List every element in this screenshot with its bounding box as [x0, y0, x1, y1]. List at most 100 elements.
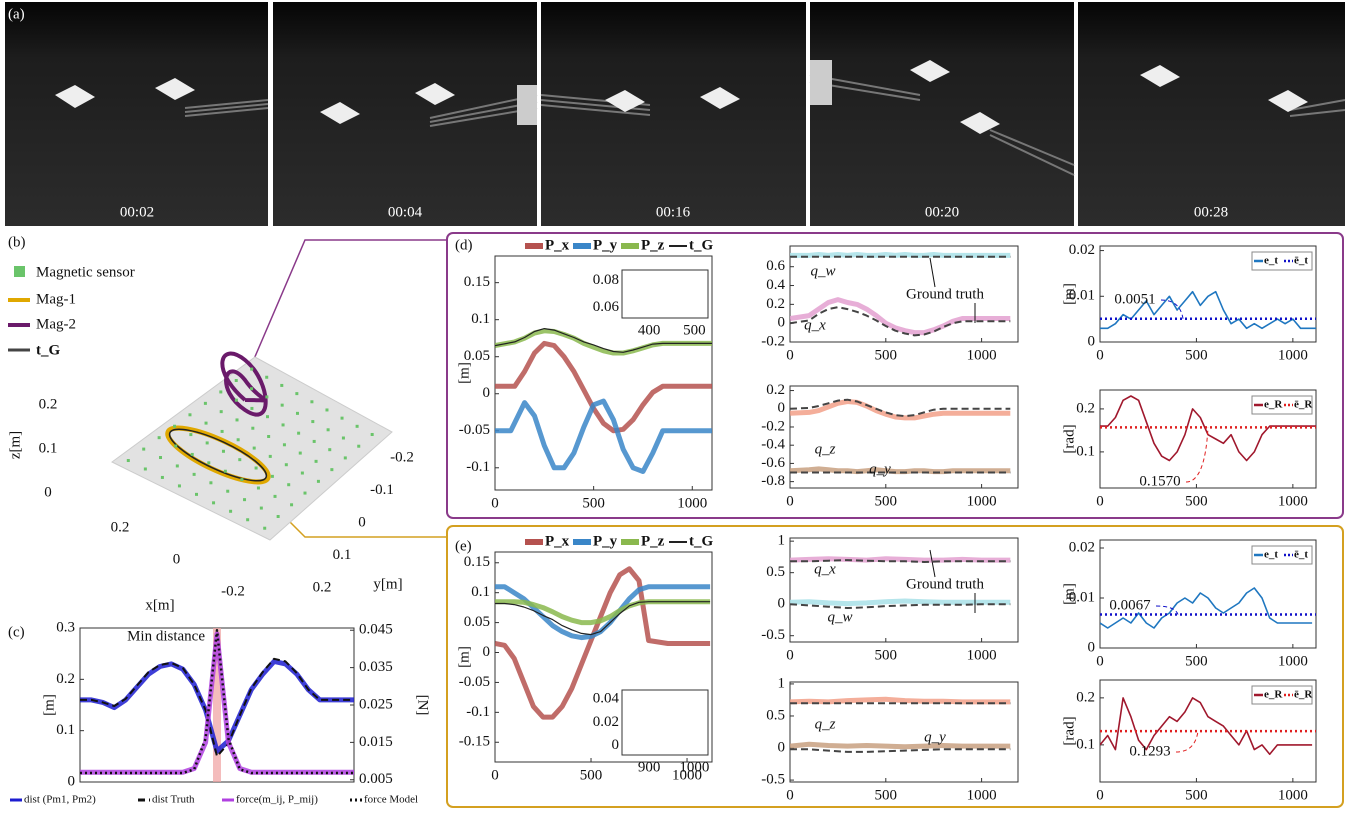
y-tick-label: 0.2	[766, 382, 785, 398]
sensor-dot	[310, 400, 313, 403]
sensor-dot	[206, 441, 209, 444]
inset-tick-label: 0.04	[593, 691, 620, 707]
x-tick-label: 1000	[1278, 347, 1308, 363]
series-label: q_w	[827, 609, 852, 625]
y-tick-label: 0.1	[471, 584, 490, 600]
y-tick-label: 0.2	[56, 671, 75, 687]
legend-swatch	[14, 266, 25, 277]
sensor-plane	[112, 357, 392, 540]
sensor-dot	[144, 467, 147, 470]
panel-label: (a)	[8, 6, 25, 22]
legend-label: P_x	[545, 533, 570, 549]
timestamp: 00:16	[656, 204, 691, 220]
y-tick-label: 0.05	[464, 614, 490, 630]
legend-label: dist Truth	[152, 794, 195, 806]
legend-label: e_R	[1264, 689, 1283, 701]
sensor-dot	[127, 459, 130, 462]
legend-label: t_G	[36, 342, 60, 358]
x-tick-label: 1000	[1278, 787, 1308, 803]
series-label: q_x	[804, 317, 826, 333]
x-tick-label: 0	[786, 787, 794, 803]
tick-label: 0.2	[313, 579, 332, 595]
inset-frame	[622, 690, 708, 755]
legend-label: P_y	[593, 237, 618, 253]
series-label: q_w	[810, 263, 835, 279]
y2-tick-label: 0.025	[359, 696, 393, 712]
sensor-dot	[189, 433, 192, 436]
panel-label: (d)	[455, 237, 473, 253]
sensor-dot	[226, 490, 229, 493]
legend-label: Magnetic sensor	[36, 264, 135, 280]
sensor-dot	[191, 453, 194, 456]
y-tick-label: 1	[778, 675, 786, 691]
y-tick-label: 1	[778, 533, 786, 549]
inset-frame	[622, 270, 708, 318]
sensor-dot	[251, 427, 254, 430]
sensor-dot	[325, 408, 328, 411]
tick-label: -0.2	[221, 583, 245, 599]
inset-tick-label: 400	[638, 322, 661, 338]
sensor-dot	[250, 407, 253, 410]
sensor-dot	[277, 515, 280, 518]
x-tick-label: 500	[1185, 347, 1208, 363]
y-tick-label: 0.1	[471, 311, 490, 327]
y-tick-label: -0.2	[761, 333, 785, 349]
sensor-dot	[290, 503, 293, 506]
inset-tick-label: 500	[683, 322, 706, 338]
sensor-dot	[253, 447, 256, 450]
y-tick-label: 0.02	[1069, 242, 1095, 258]
sensor-dot	[317, 480, 320, 483]
y-tick-label: -0.05	[459, 674, 490, 690]
y-tick-label: 0.6	[766, 258, 785, 274]
x-tick-label: 0	[1096, 347, 1104, 363]
sensor-dot	[222, 450, 225, 453]
y-tick-label: -0.5	[761, 772, 785, 788]
sensor-dot	[265, 395, 268, 398]
legend-label: t_G	[689, 533, 713, 549]
series-line	[790, 469, 1010, 472]
sensor-dot	[280, 384, 283, 387]
sensor-dot	[285, 463, 288, 466]
y-tick-label: 0.15	[464, 554, 490, 570]
annotation: Min distance	[127, 628, 205, 644]
value-label: 0.1570	[1139, 473, 1180, 489]
sensor-dot	[263, 527, 266, 530]
y-axis-label: [m]	[41, 694, 57, 716]
sensor-dot	[274, 495, 277, 498]
y-tick-label: 0	[778, 315, 786, 331]
inset-tick-label: 0	[612, 737, 620, 753]
x-tick-label: 0	[491, 495, 499, 511]
connector	[245, 240, 447, 380]
y2-axis-label: [N]	[415, 695, 431, 716]
timestamp: 00:28	[1194, 204, 1228, 220]
x-tick-label: 1000	[967, 647, 997, 663]
y-tick-label: -0.1	[466, 459, 490, 475]
x-tick-label: 500	[875, 493, 898, 509]
y-tick-label: 0	[1088, 639, 1096, 655]
legend-label: ē_t	[1294, 549, 1308, 561]
y-tick-label: 0.2	[1076, 400, 1095, 416]
x-tick-label: 500	[875, 647, 898, 663]
sensor-dot	[330, 468, 333, 471]
series-line	[790, 699, 1010, 702]
legend-label: force Model	[364, 794, 418, 806]
sensor-dot	[299, 452, 302, 455]
panel-label: (b)	[8, 234, 26, 250]
x-tick-label: 0	[786, 347, 794, 363]
y-tick-label: 0.1	[1076, 736, 1095, 752]
inset-tick-label: 1000	[679, 759, 709, 775]
x-tick-label: 0	[1096, 653, 1104, 669]
panel-label: (c)	[8, 624, 25, 640]
x-tick-label: 1000	[967, 787, 997, 803]
sensor-dot	[193, 473, 196, 476]
axis-label: x[m]	[145, 597, 174, 613]
sensor-dot	[357, 445, 360, 448]
sensor-dot	[224, 470, 227, 473]
y-tick-label: 0	[483, 385, 491, 401]
sensor-dot	[281, 404, 284, 407]
sensor-dot	[142, 448, 145, 451]
x-tick-label: 1000	[967, 493, 997, 509]
y-tick-label: -0.1	[466, 704, 490, 720]
y-tick-label: -0.6	[761, 455, 785, 471]
series-label: q_y	[869, 461, 891, 477]
